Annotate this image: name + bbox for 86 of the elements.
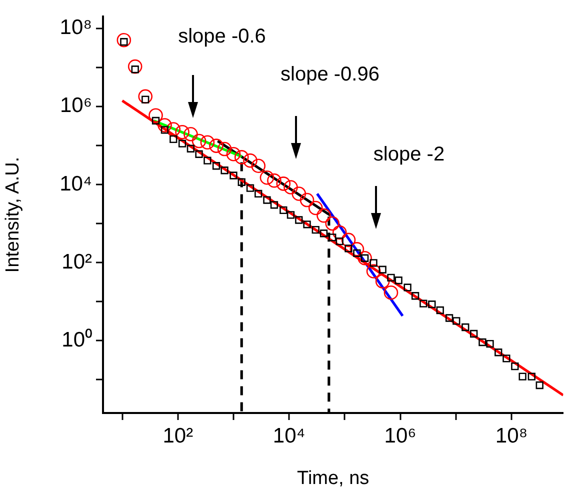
point bbox=[494, 348, 502, 356]
point bbox=[378, 266, 386, 274]
x-tick-label: 10⁴ bbox=[272, 424, 306, 448]
point bbox=[251, 158, 266, 174]
point bbox=[209, 138, 224, 153]
point bbox=[312, 226, 320, 234]
x-tick-label: 10² bbox=[162, 424, 194, 448]
point bbox=[263, 196, 271, 204]
point bbox=[184, 126, 198, 142]
x-tick-label: 10⁸ bbox=[495, 424, 528, 448]
point bbox=[328, 234, 336, 242]
point bbox=[336, 237, 344, 246]
point bbox=[375, 274, 390, 289]
point bbox=[276, 176, 291, 191]
point bbox=[384, 285, 398, 300]
point bbox=[295, 216, 303, 224]
y-tick-label: 10⁰ bbox=[62, 328, 92, 352]
annotation: slope -0.96 bbox=[280, 64, 380, 86]
point bbox=[536, 381, 544, 390]
point bbox=[200, 135, 215, 150]
point bbox=[316, 208, 331, 223]
y-tick-label: 10² bbox=[62, 250, 92, 274]
point bbox=[462, 323, 470, 332]
point bbox=[308, 200, 323, 216]
y-tick-label: 10⁶ bbox=[60, 94, 92, 118]
y-tick-label: 10⁴ bbox=[60, 172, 92, 196]
point bbox=[350, 242, 364, 256]
point bbox=[511, 362, 519, 370]
point bbox=[246, 184, 254, 192]
point bbox=[404, 284, 412, 292]
point bbox=[166, 122, 181, 136]
point bbox=[220, 166, 228, 174]
point bbox=[445, 314, 454, 322]
point bbox=[411, 292, 420, 300]
point bbox=[243, 153, 258, 168]
point bbox=[470, 330, 478, 338]
point bbox=[358, 250, 372, 266]
y-tick-label: 10⁸ bbox=[60, 16, 92, 40]
point bbox=[344, 244, 352, 252]
point bbox=[325, 216, 340, 231]
point bbox=[284, 180, 298, 194]
point bbox=[502, 354, 510, 362]
point bbox=[170, 135, 178, 143]
point bbox=[428, 300, 436, 308]
point bbox=[186, 144, 195, 152]
point bbox=[303, 220, 311, 228]
point bbox=[332, 225, 347, 240]
point bbox=[160, 126, 169, 134]
point bbox=[175, 124, 190, 140]
x-tick-label: 10⁶ bbox=[384, 424, 416, 448]
point bbox=[394, 276, 402, 284]
x-axis-title: Time, ns bbox=[297, 468, 370, 489]
point bbox=[452, 317, 460, 325]
point bbox=[158, 118, 172, 132]
point bbox=[267, 173, 282, 188]
point bbox=[212, 162, 220, 170]
point bbox=[518, 372, 526, 380]
point bbox=[195, 150, 203, 158]
point bbox=[300, 192, 314, 208]
annotation: slope -2 bbox=[373, 144, 445, 166]
point bbox=[238, 178, 246, 186]
point bbox=[341, 232, 356, 248]
point bbox=[280, 206, 288, 214]
point bbox=[234, 150, 249, 164]
point bbox=[370, 259, 378, 267]
annotation: slope -0.6 bbox=[178, 26, 266, 48]
point bbox=[286, 211, 295, 219]
point bbox=[217, 142, 232, 156]
point bbox=[260, 170, 274, 185]
point bbox=[230, 172, 238, 180]
point bbox=[192, 134, 206, 148]
y-axis-title: Intensity, A.U. bbox=[2, 156, 24, 273]
point bbox=[478, 338, 486, 346]
point bbox=[436, 306, 444, 314]
point bbox=[387, 274, 395, 282]
point bbox=[254, 190, 262, 198]
point bbox=[292, 186, 306, 201]
point bbox=[204, 156, 212, 164]
point bbox=[486, 340, 494, 348]
point bbox=[320, 230, 328, 238]
point bbox=[366, 264, 381, 278]
point bbox=[178, 140, 186, 148]
point bbox=[420, 300, 428, 308]
point bbox=[528, 372, 536, 380]
point bbox=[270, 201, 278, 209]
point bbox=[226, 146, 241, 162]
